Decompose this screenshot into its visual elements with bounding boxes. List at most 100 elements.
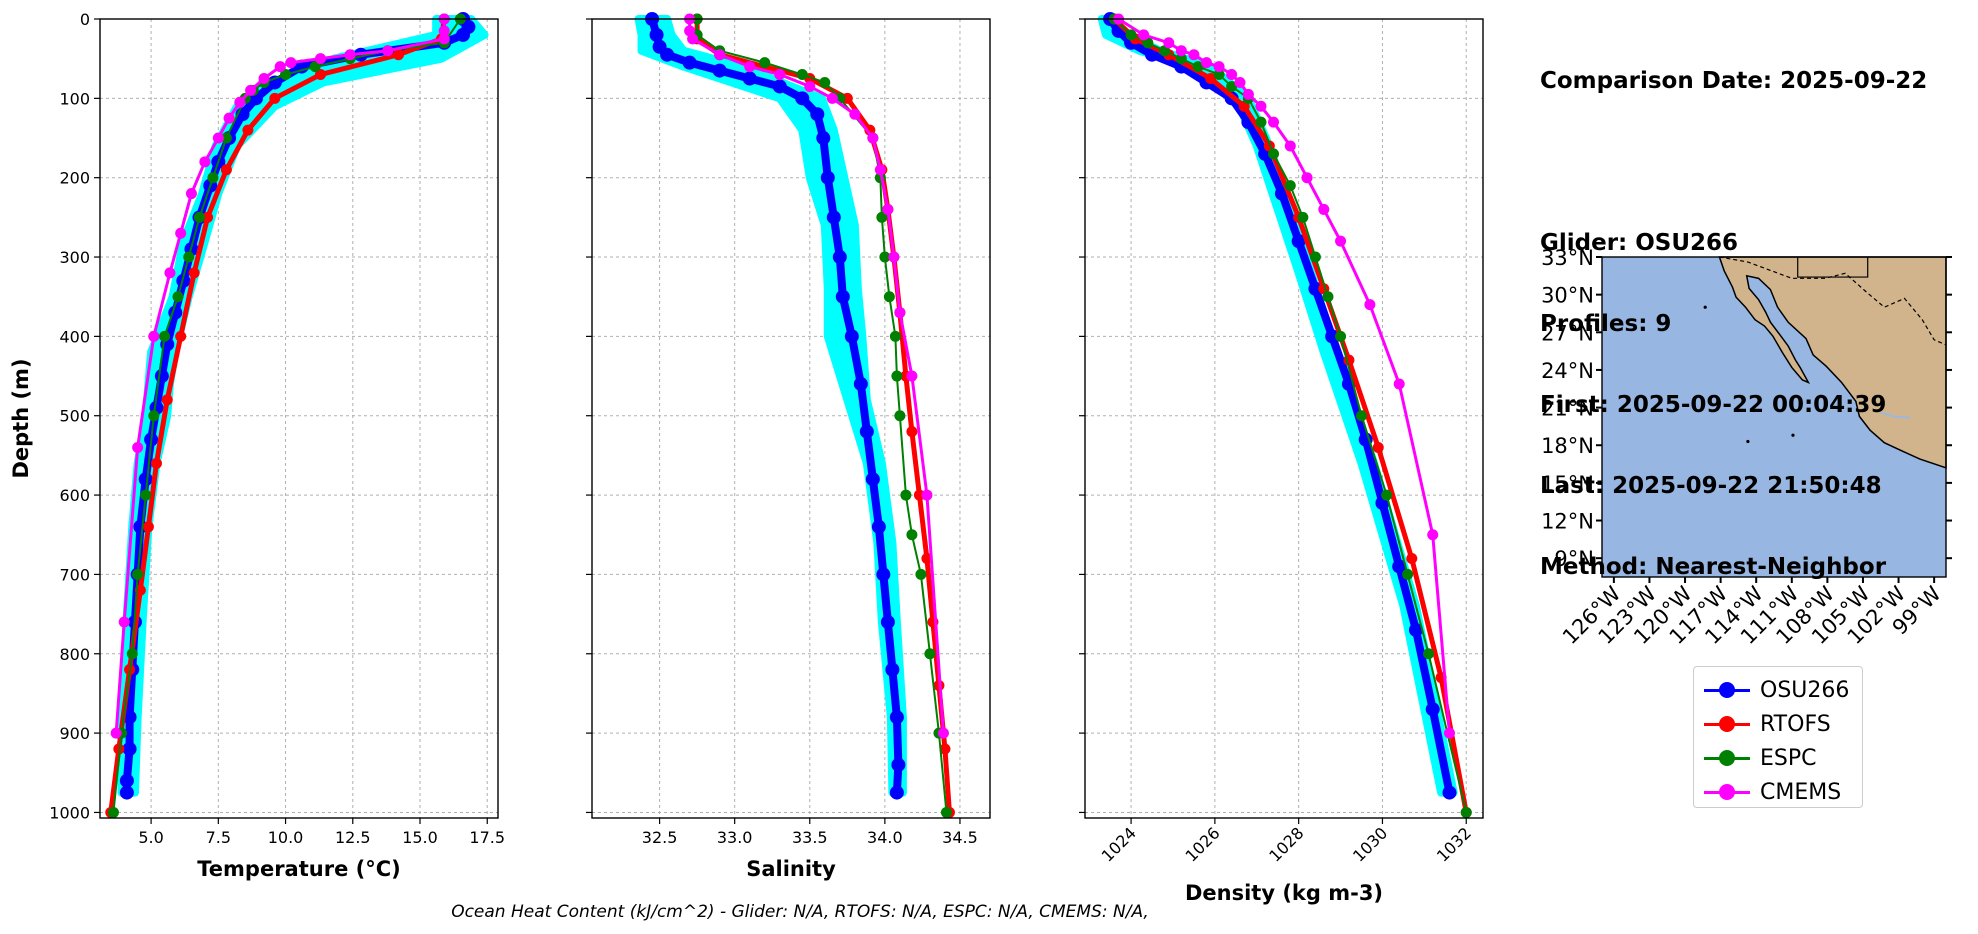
data-point-cmems — [1268, 116, 1280, 128]
data-point-cmems — [1364, 299, 1376, 311]
map-lat-label: 30°N — [1541, 284, 1594, 308]
data-point-espc — [140, 489, 152, 501]
data-point-cmems — [315, 53, 327, 65]
data-point-cmems — [921, 489, 933, 501]
map-lat-label: 12°N — [1541, 510, 1594, 534]
data-point-espc — [159, 330, 171, 342]
data-point-cmems — [826, 92, 838, 104]
data-point-rtofs — [906, 426, 918, 438]
data-point-rtofs — [142, 521, 154, 533]
data-point-espc — [194, 211, 205, 223]
x-tick-label: 33.0 — [717, 828, 753, 847]
data-point-cmems — [1284, 140, 1296, 152]
data-point-osu266 — [122, 741, 137, 756]
data-point-osu266 — [682, 55, 697, 70]
legend-marker — [1719, 716, 1735, 732]
legend-marker — [1719, 750, 1735, 766]
data-point-cmems — [1242, 88, 1254, 100]
legend-item-osu266: OSU266 — [1694, 675, 1862, 705]
data-point-cmems — [1175, 45, 1187, 57]
data-point-rtofs — [242, 124, 254, 136]
data-point-espc — [1460, 806, 1472, 818]
legend-item-cmems: CMEMS — [1694, 777, 1862, 807]
data-point-osu266 — [154, 369, 169, 384]
data-point-espc — [796, 69, 808, 81]
data-point-rtofs — [220, 164, 232, 176]
data-point-espc — [220, 132, 232, 144]
data-point-osu266 — [826, 210, 841, 225]
data-point-cmems — [438, 33, 450, 45]
data-point-espc — [1335, 330, 1347, 342]
data-point-espc — [876, 211, 888, 223]
axes-frame — [1084, 18, 1484, 819]
data-point-rtofs — [150, 457, 162, 469]
data-point-osu266 — [885, 662, 900, 677]
data-point-cmems — [223, 112, 235, 124]
data-point-cmems — [1255, 100, 1267, 112]
data-point-cmems — [1393, 378, 1405, 390]
map-lat-label: 33°N — [1541, 246, 1594, 270]
y-tick-label: 0 — [80, 10, 90, 29]
legend-label: RTOFS — [1760, 712, 1831, 737]
map-lat-label: 21°N — [1541, 397, 1594, 421]
data-point-espc — [1284, 180, 1296, 192]
data-point-osu266 — [891, 757, 906, 772]
data-point-osu266 — [1442, 785, 1457, 800]
y-tick-label: 400 — [59, 327, 90, 346]
map-island — [1791, 433, 1795, 437]
data-point-cmems — [1443, 727, 1455, 739]
data-point-osu266 — [865, 472, 880, 487]
data-point-espc — [924, 648, 936, 660]
data-point-cmems — [132, 441, 144, 453]
comparison-date: Comparison Date: 2025-09-22 — [1540, 68, 1928, 94]
data-point-osu266 — [1325, 329, 1340, 344]
data-point-cmems — [234, 96, 246, 108]
y-tick-label: 800 — [59, 645, 90, 664]
data-point-espc — [879, 251, 891, 263]
legend-marker — [1719, 682, 1735, 698]
glider-name: Glider: OSU266 — [1540, 230, 1739, 256]
x-tick-label: 1028 — [1265, 823, 1307, 865]
data-point-rtofs — [1372, 441, 1384, 453]
map-island — [1703, 305, 1707, 309]
glider-range-band — [1097, 15, 1458, 797]
data-point-osu266 — [1392, 559, 1407, 574]
data-point-osu266 — [138, 472, 153, 487]
data-point-rtofs — [393, 49, 404, 61]
data-point-osu266 — [889, 710, 904, 725]
data-point-osu266 — [119, 773, 134, 788]
legend-label: OSU266 — [1760, 678, 1850, 703]
data-point-osu266 — [649, 27, 664, 42]
data-point-espc — [107, 806, 119, 818]
x-tick-label: 10.0 — [268, 828, 304, 847]
data-point-osu266 — [853, 376, 868, 391]
data-point-cmems — [874, 164, 886, 176]
data-point-espc — [1297, 211, 1309, 223]
x-axis-label: Salinity — [746, 857, 836, 881]
series-line-osu266 — [122, 15, 473, 797]
x-tick-label: 1024 — [1098, 823, 1140, 865]
y-tick-label: 700 — [59, 565, 90, 584]
data-point-espc — [1356, 410, 1368, 422]
legend-item-rtofs: RTOFS — [1694, 709, 1862, 739]
data-point-osu266 — [832, 250, 847, 265]
data-point-osu266 — [876, 567, 891, 582]
data-point-cmems — [744, 61, 756, 73]
series-line-cmems — [1117, 17, 1451, 735]
data-point-cmems — [937, 727, 949, 739]
y-tick-label: 1000 — [49, 803, 90, 822]
data-point-espc — [1268, 148, 1280, 160]
y-tick-label: 600 — [59, 486, 90, 505]
data-point-espc — [1213, 69, 1225, 81]
data-point-cmems — [185, 188, 197, 200]
data-point-espc — [1255, 116, 1267, 128]
data-point-rtofs — [1205, 73, 1217, 85]
data-point-osu266 — [889, 785, 904, 800]
legend: OSU266 RTOFS ESPC CMEMS — [1693, 666, 1863, 808]
data-point-osu266 — [1408, 622, 1423, 637]
data-point-osu266 — [816, 131, 831, 146]
data-point-rtofs — [315, 69, 327, 81]
y-tick-label: 200 — [59, 169, 90, 188]
data-point-cmems — [118, 616, 130, 628]
map-frame — [1601, 256, 1947, 578]
